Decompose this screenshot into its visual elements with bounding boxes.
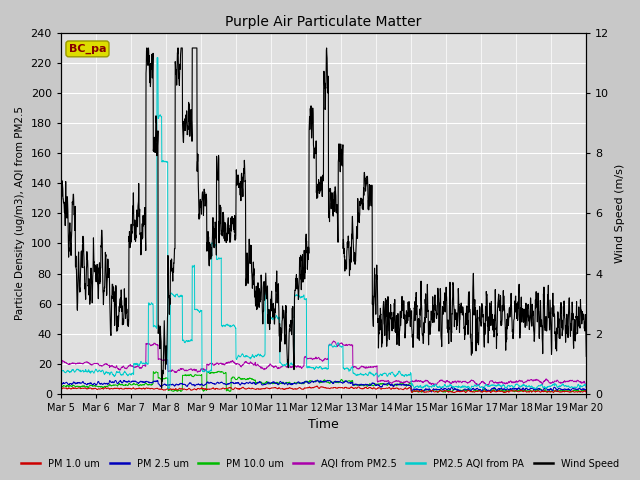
Legend: PM 1.0 um, PM 2.5 um, PM 10.0 um, AQI from PM2.5, PM2.5 AQI from PA, Wind Speed: PM 1.0 um, PM 2.5 um, PM 10.0 um, AQI fr… [17,455,623,473]
Y-axis label: Wind Speed (m/s): Wind Speed (m/s) [615,164,625,263]
Title: Purple Air Particulate Matter: Purple Air Particulate Matter [225,15,422,29]
Y-axis label: Particle Density (ug/m3), AQI from PM2.5: Particle Density (ug/m3), AQI from PM2.5 [15,107,25,320]
X-axis label: Time: Time [308,419,339,432]
Text: BC_pa: BC_pa [68,44,106,54]
